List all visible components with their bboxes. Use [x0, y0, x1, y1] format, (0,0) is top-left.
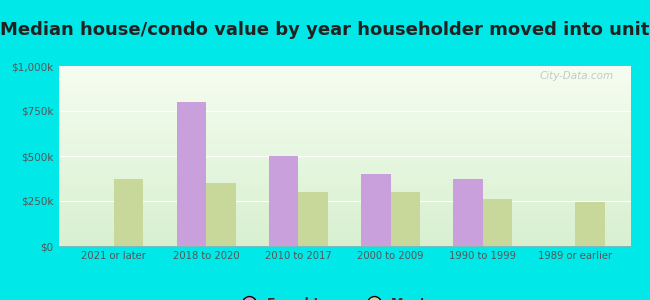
Text: City-Data.com: City-Data.com: [540, 71, 614, 81]
Text: Median house/condo value by year householder moved into unit: Median house/condo value by year househo…: [0, 21, 650, 39]
Bar: [298, 192, 328, 246]
Bar: [453, 178, 483, 246]
Bar: [483, 199, 512, 246]
Legend: Frenchtown, Montana: Frenchtown, Montana: [231, 292, 458, 300]
Bar: [114, 178, 144, 246]
Bar: [575, 202, 604, 246]
Bar: [206, 183, 236, 246]
Bar: [391, 192, 420, 246]
Bar: [361, 174, 391, 246]
Bar: [269, 156, 298, 246]
Bar: [177, 102, 206, 246]
